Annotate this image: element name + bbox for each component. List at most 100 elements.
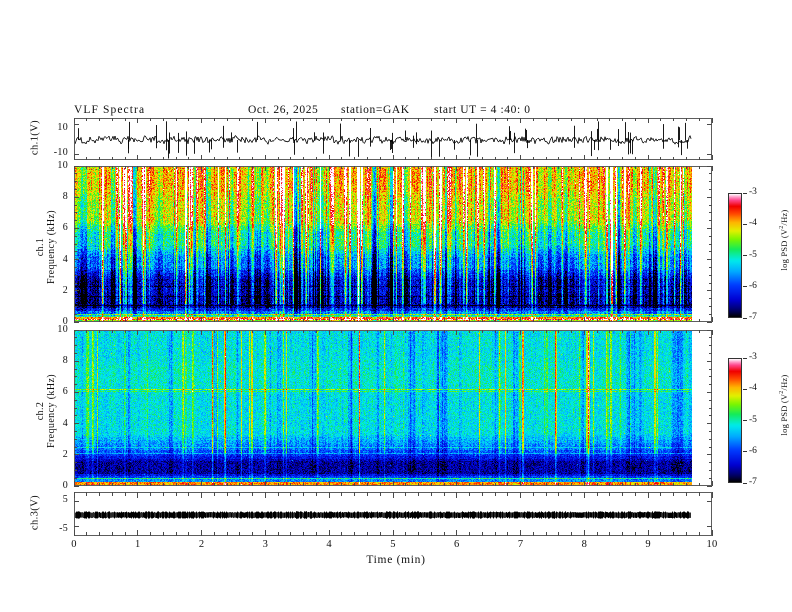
tick-mark — [673, 166, 675, 169]
panel-ch1-voltage — [74, 118, 712, 160]
tick-mark — [405, 483, 407, 486]
colorbar-ch2-label-tail: /Hz) — [779, 374, 789, 391]
tick-mark — [622, 330, 624, 333]
tick-mark — [162, 118, 164, 121]
tick-mark — [137, 492, 139, 496]
tick-mark — [74, 438, 77, 440]
tick-mark — [111, 483, 113, 486]
tick-mark — [137, 532, 139, 536]
tick-mark — [99, 157, 101, 160]
tick-mark — [709, 282, 712, 284]
tick-mark — [201, 166, 203, 171]
tick-mark — [74, 188, 77, 190]
tick-mark — [558, 118, 560, 121]
tick-mark — [277, 492, 279, 496]
xtick-label-1: 1 — [135, 539, 141, 550]
tick-mark — [583, 330, 585, 335]
tick-mark — [162, 532, 164, 536]
tick-mark — [469, 118, 471, 121]
tick-mark — [647, 317, 649, 322]
tick-mark — [443, 330, 445, 333]
tick-mark — [74, 259, 77, 261]
tick-mark — [709, 181, 712, 183]
tick-mark — [188, 330, 190, 333]
tick-mark — [494, 483, 496, 486]
colorbar-tick-mark — [743, 255, 747, 256]
tick-mark — [469, 166, 471, 169]
tick-mark — [622, 118, 624, 121]
tick-mark — [481, 492, 483, 496]
tick-mark — [707, 153, 712, 155]
tick-mark — [99, 483, 101, 486]
tick-mark — [571, 319, 573, 322]
tick-mark — [545, 157, 547, 160]
panel-ch1-voltage-ylabel: ch.1(V) — [29, 119, 41, 156]
tick-mark — [74, 181, 77, 183]
tick-mark — [405, 166, 407, 169]
tick-mark — [660, 483, 662, 486]
tick-mark — [74, 352, 77, 354]
colorbar-tick-label: -3 — [749, 352, 757, 362]
tick-mark — [545, 166, 547, 169]
tick-mark — [532, 118, 534, 121]
colorbar-tick-label: -4 — [749, 218, 757, 229]
colorbar-ch1-label-text: log PSD (V — [779, 228, 789, 271]
ytick-ch1-spectrogram-6: 6 — [62, 222, 68, 234]
tick-mark — [175, 532, 177, 536]
tick-mark — [532, 319, 534, 322]
tick-mark — [328, 155, 330, 160]
tick-mark — [290, 492, 292, 496]
panel-ch3-voltage-ylabel: ch.3(V) — [29, 494, 41, 531]
tick-mark — [74, 123, 79, 125]
tick-mark — [709, 477, 712, 479]
tick-mark — [74, 329, 77, 331]
tick-mark — [162, 330, 164, 333]
tick-mark — [660, 532, 662, 536]
ytick-ch1v-neg10: -10 — [53, 147, 68, 158]
tick-mark — [596, 118, 598, 121]
tick-mark — [711, 317, 713, 322]
tick-mark — [74, 153, 79, 155]
tick-mark — [571, 118, 573, 121]
tick-mark — [709, 399, 712, 401]
colorbar-tick-label: -6 — [749, 280, 757, 291]
tick-mark — [226, 118, 228, 121]
tick-mark — [315, 330, 317, 333]
tick-mark — [226, 532, 228, 536]
tick-mark — [137, 317, 139, 322]
tick-mark — [609, 157, 611, 160]
tick-mark — [709, 462, 712, 464]
plot-start-ut: start UT = 4 :40: 0 — [434, 104, 531, 116]
tick-mark — [456, 317, 458, 322]
tick-mark — [558, 492, 560, 496]
tick-mark — [277, 483, 279, 486]
tick-mark — [709, 376, 712, 378]
tick-mark — [366, 483, 368, 486]
colorbar-ch1-label: log PSD (V2/Hz) — [779, 192, 789, 288]
tick-mark — [647, 166, 649, 171]
tick-mark — [99, 319, 101, 322]
colorbar-ch1-label-sup: 2 — [779, 225, 786, 229]
tick-mark — [494, 492, 496, 496]
tick-mark — [673, 118, 675, 121]
tick-mark — [707, 501, 712, 503]
tick-mark — [213, 492, 215, 496]
tick-mark — [124, 118, 126, 121]
tick-mark — [226, 330, 228, 333]
tick-mark — [430, 532, 432, 536]
tick-mark — [392, 118, 394, 123]
tick-mark — [175, 330, 177, 333]
tick-mark — [252, 330, 254, 333]
tick-mark — [443, 319, 445, 322]
tick-mark — [709, 407, 712, 409]
tick-mark — [456, 532, 458, 536]
tick-mark — [86, 492, 88, 496]
tick-mark — [596, 319, 598, 322]
tick-mark — [290, 118, 292, 121]
tick-mark — [709, 259, 712, 261]
tick-mark — [430, 166, 432, 169]
tick-mark — [609, 492, 611, 496]
tick-mark — [596, 157, 598, 160]
tick-mark — [74, 525, 79, 527]
tick-mark — [74, 305, 77, 307]
